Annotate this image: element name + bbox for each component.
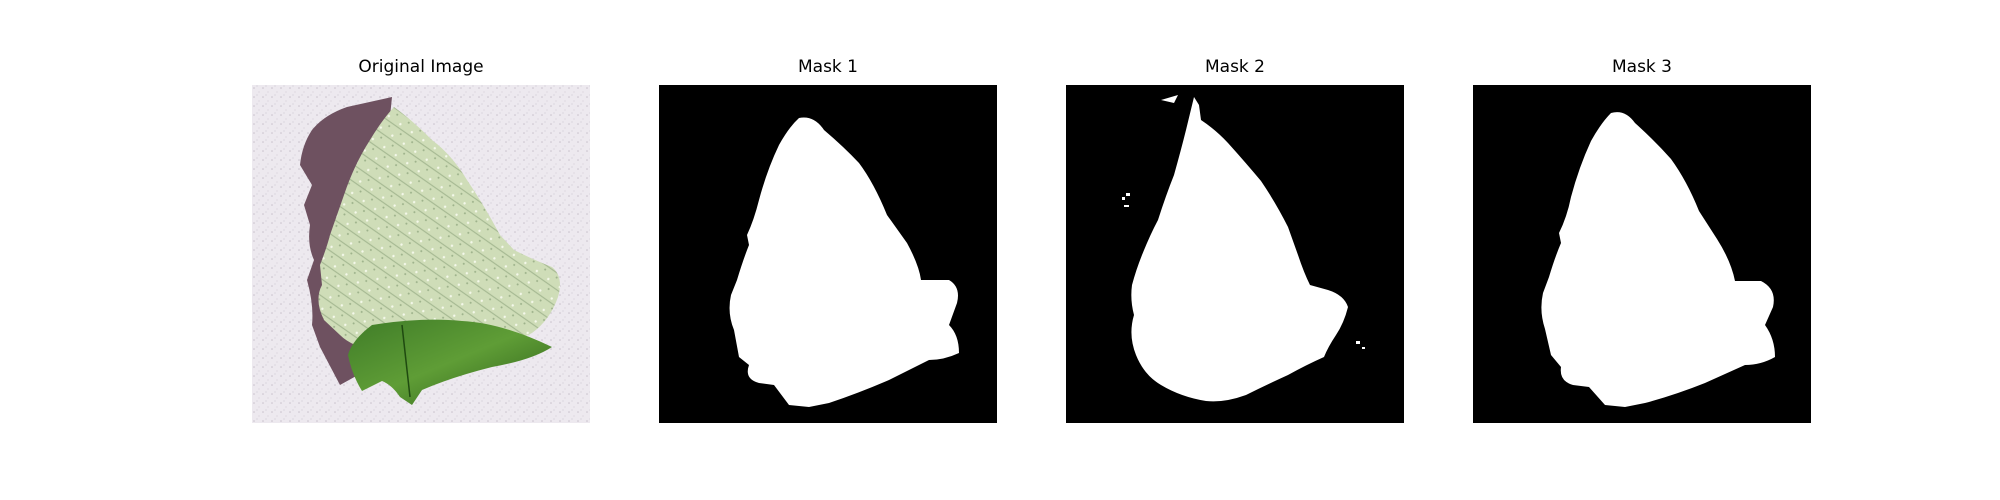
mask-3-leaf-region [1541,112,1775,407]
mask-2-title: Mask 2 [1204,57,1265,77]
mask-1-panel: Mask 1 [659,0,997,500]
mask-2-noise-b [1122,197,1125,200]
original-leaf-photo [252,85,590,423]
original-image-panel: Original Image [252,0,590,500]
mask-3-title: Mask 3 [1611,57,1672,77]
mask-2-noise-a [1126,193,1130,196]
leaf-lower [348,319,552,405]
mask-1-title: Mask 1 [797,57,858,77]
mask-3-panel: Mask 3 [1473,0,1811,500]
leaf-midrib [401,324,411,398]
leaf-upper [318,107,560,355]
mask-2-noise-c [1124,205,1129,207]
mask-2-noise-top [1161,95,1178,103]
mask-3-image [1473,85,1811,423]
mask-2-panel: Mask 2 [1066,0,1404,500]
original-image-title: Original Image [358,57,484,77]
mask-2-leaf-region [1131,97,1348,402]
mask-2-image [1066,85,1404,423]
mask-1-image [659,85,997,423]
mask-2-noise-e [1362,347,1365,349]
mask-2-noise-d [1356,341,1360,344]
mask-1-leaf-region [729,117,959,407]
